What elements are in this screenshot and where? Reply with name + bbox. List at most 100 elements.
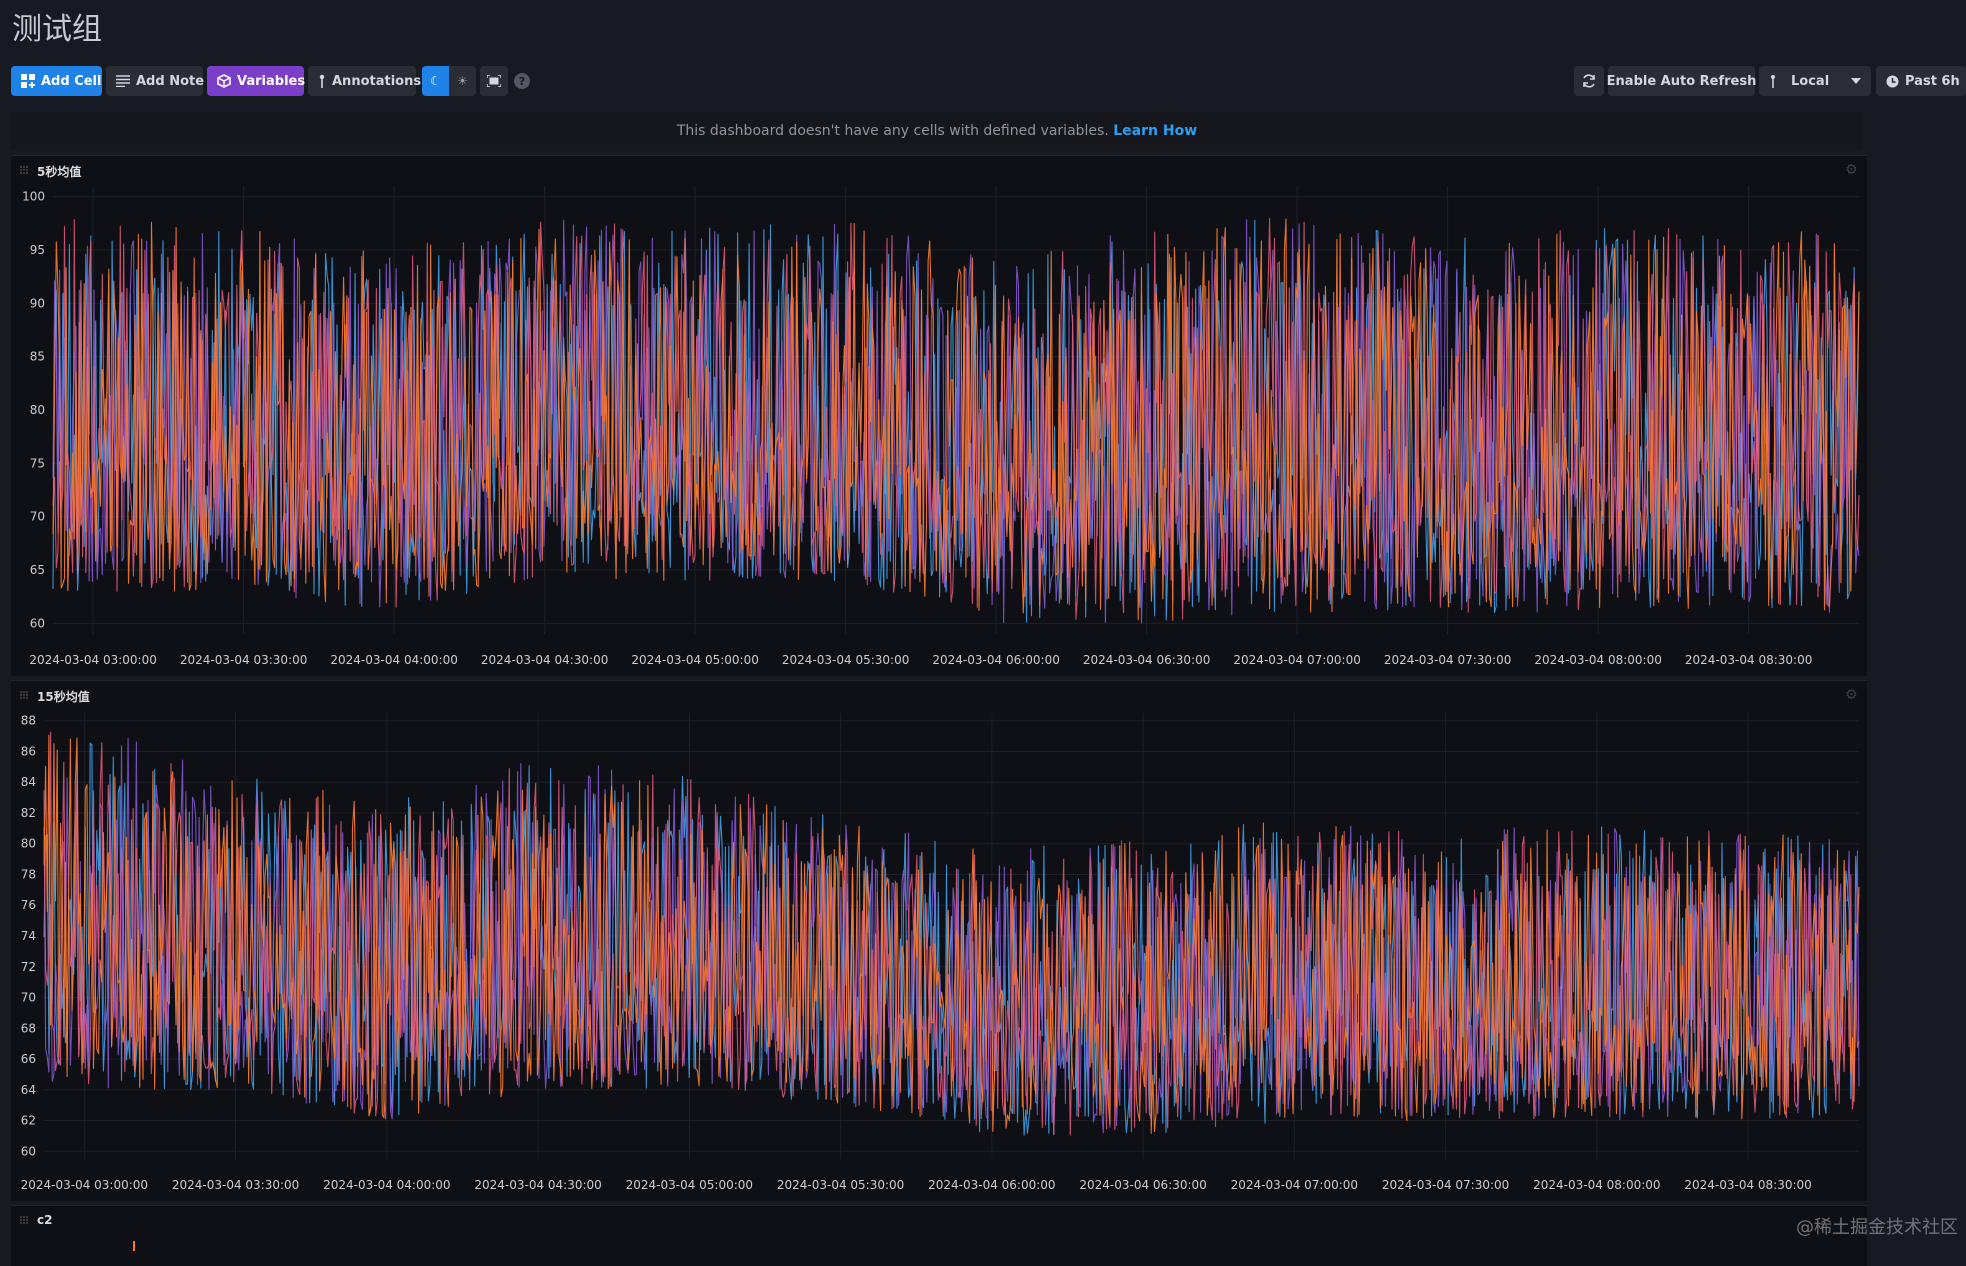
variables-button[interactable]: Variables: [207, 66, 306, 96]
timezone-label: Local: [1791, 73, 1830, 89]
y-tick-label: 95: [30, 243, 45, 257]
y-tick-label: 80: [30, 403, 45, 417]
auto-refresh-button[interactable]: Enable Auto Refresh: [1607, 66, 1756, 96]
annotation-icon: [318, 74, 326, 88]
timezone-dropdown[interactable]: Local: [1759, 66, 1871, 96]
watermark: @稀土掘金技术社区: [1796, 1217, 1958, 1238]
presentation-mode-button[interactable]: [480, 66, 508, 96]
dashboard-toolbar: Add Cell Add Note Variables Annotations …: [11, 66, 1966, 96]
timezone-icon: [1769, 74, 1777, 88]
x-tick-label: 2024-03-04 04:00:00: [330, 653, 457, 667]
add-cell-icon: [21, 74, 35, 88]
x-tick-label: 2024-03-04 03:00:00: [21, 1178, 148, 1192]
series-line-orange: [52, 218, 1860, 621]
x-tick-label: 2024-03-04 08:00:00: [1534, 653, 1661, 667]
y-tick-label: 85: [30, 350, 45, 364]
learn-how-link[interactable]: Learn How: [1113, 123, 1198, 139]
annotations-button[interactable]: Annotations: [308, 66, 421, 96]
notice-text: This dashboard doesn't have any cells wi…: [676, 123, 1109, 139]
refresh-icon: [1581, 73, 1597, 89]
cell-5s-average: 5秒均值 ⚙ 100 95 90 85 80 75 70 65 60 2024-03-04 03:…: [11, 155, 1867, 676]
dashboard-title: 测试组: [12, 12, 102, 47]
x-tick-label: 2024-03-04 03:00:00: [29, 653, 156, 667]
gear-icon[interactable]: ⚙: [1845, 687, 1858, 703]
variables-notice: This dashboard doesn't have any cells wi…: [11, 112, 1863, 150]
cell-title: 5秒均值: [37, 165, 82, 179]
refresh-button[interactable]: [1574, 66, 1604, 96]
x-tick-label: 2024-03-04 05:00:00: [626, 1178, 753, 1192]
drag-handle-icon[interactable]: [19, 690, 29, 700]
x-tick-label: 2024-03-04 08:30:00: [1684, 1178, 1811, 1192]
x-tick-label: 2024-03-04 05:30:00: [782, 653, 909, 667]
y-tick-label: 60: [21, 1144, 36, 1158]
time-range-dropdown[interactable]: Past 6h: [1876, 66, 1966, 96]
cell-15s-average: 15秒均值 ⚙ 88 86 84 82 80 78 76 74 72 70 68 66 64 62 60 20…: [11, 680, 1867, 1201]
y-tick-label: 84: [21, 775, 36, 789]
add-note-label: Add Note: [136, 73, 205, 89]
y-tick-label: 72: [21, 960, 36, 974]
theme-toggle[interactable]: ☾ ☀: [422, 66, 476, 96]
cell-title: c2: [37, 1213, 53, 1227]
x-tick-label: 2024-03-04 03:30:00: [172, 1178, 299, 1192]
variables-icon: [217, 74, 231, 88]
help-icon[interactable]: ?: [514, 73, 530, 89]
y-tick-label: 70: [21, 991, 36, 1005]
y-tick-label: 74: [21, 929, 36, 943]
chart-line-fragment: [133, 1241, 135, 1251]
add-cell-label: Add Cell: [41, 73, 102, 89]
line-chart-15s[interactable]: 88 86 84 82 80 78 76 74 72 70 68 66 64 62 60 2024-03-04…: [11, 681, 1867, 1201]
note-icon: [116, 74, 130, 88]
x-tick-label: 2024-03-04 07:00:00: [1233, 653, 1360, 667]
x-tick-label: 2024-03-04 07:00:00: [1231, 1178, 1358, 1192]
y-tick-label: 62: [21, 1114, 36, 1128]
clock-icon: [1886, 74, 1899, 88]
y-tick-label: 86: [21, 744, 36, 758]
annotations-label: Annotations: [332, 73, 422, 89]
drag-handle-icon[interactable]: [19, 165, 29, 175]
y-tick-label: 66: [21, 1052, 36, 1066]
x-tick-label: 2024-03-04 07:30:00: [1384, 653, 1511, 667]
y-tick-label: 80: [21, 837, 36, 851]
fullscreen-icon: [487, 75, 501, 87]
drag-handle-icon[interactable]: [19, 1215, 29, 1225]
time-range-label: Past 6h: [1905, 73, 1960, 89]
add-cell-button[interactable]: Add Cell: [11, 66, 102, 96]
cell-header[interactable]: 15秒均值 ⚙: [11, 681, 1867, 709]
x-tick-label: 2024-03-04 08:00:00: [1533, 1178, 1660, 1192]
x-tick-label: 2024-03-04 05:30:00: [777, 1178, 904, 1192]
y-tick-label: 82: [21, 806, 36, 820]
y-tick-label: 60: [30, 616, 45, 630]
sun-icon[interactable]: ☀: [457, 74, 468, 88]
cell-header[interactable]: 5秒均值 ⚙: [11, 156, 1867, 184]
y-tick-label: 70: [30, 510, 45, 524]
y-tick-label: 64: [21, 1083, 36, 1097]
moon-icon[interactable]: ☾: [422, 66, 449, 96]
x-tick-label: 2024-03-04 04:30:00: [481, 653, 608, 667]
y-tick-label: 100: [22, 190, 45, 204]
x-tick-label: 2024-03-04 06:30:00: [1079, 1178, 1206, 1192]
x-tick-label: 2024-03-04 08:30:00: [1685, 653, 1812, 667]
x-tick-label: 2024-03-04 04:30:00: [474, 1178, 601, 1192]
x-tick-label: 2024-03-04 07:30:00: [1382, 1178, 1509, 1192]
cell-title: 15秒均值: [37, 690, 90, 704]
y-tick-label: 76: [21, 898, 36, 912]
x-tick-label: 2024-03-04 05:00:00: [631, 653, 758, 667]
chevron-down-icon: [1851, 78, 1861, 84]
line-chart-5s[interactable]: 100 95 90 85 80 75 70 65 60 2024-03-04 03:00:00 20…: [11, 156, 1867, 676]
y-tick-label: 90: [30, 296, 45, 310]
y-tick-label: 68: [21, 1021, 36, 1035]
y-tick-label: 65: [30, 563, 45, 577]
y-tick-label: 88: [21, 714, 36, 728]
variables-label: Variables: [237, 73, 306, 89]
x-tick-label: 2024-03-04 06:00:00: [928, 1178, 1055, 1192]
x-tick-label: 2024-03-04 03:30:00: [180, 653, 307, 667]
cell-header[interactable]: c2: [11, 1206, 1867, 1234]
cell-c2: c2: [11, 1205, 1867, 1266]
add-note-button[interactable]: Add Note: [106, 66, 205, 96]
x-tick-label: 2024-03-04 06:00:00: [932, 653, 1059, 667]
x-tick-label: 2024-03-04 04:00:00: [323, 1178, 450, 1192]
y-tick-label: 75: [30, 456, 45, 470]
series-line-orange: [43, 734, 1860, 1134]
y-tick-label: 78: [21, 867, 36, 881]
gear-icon[interactable]: ⚙: [1845, 162, 1858, 178]
